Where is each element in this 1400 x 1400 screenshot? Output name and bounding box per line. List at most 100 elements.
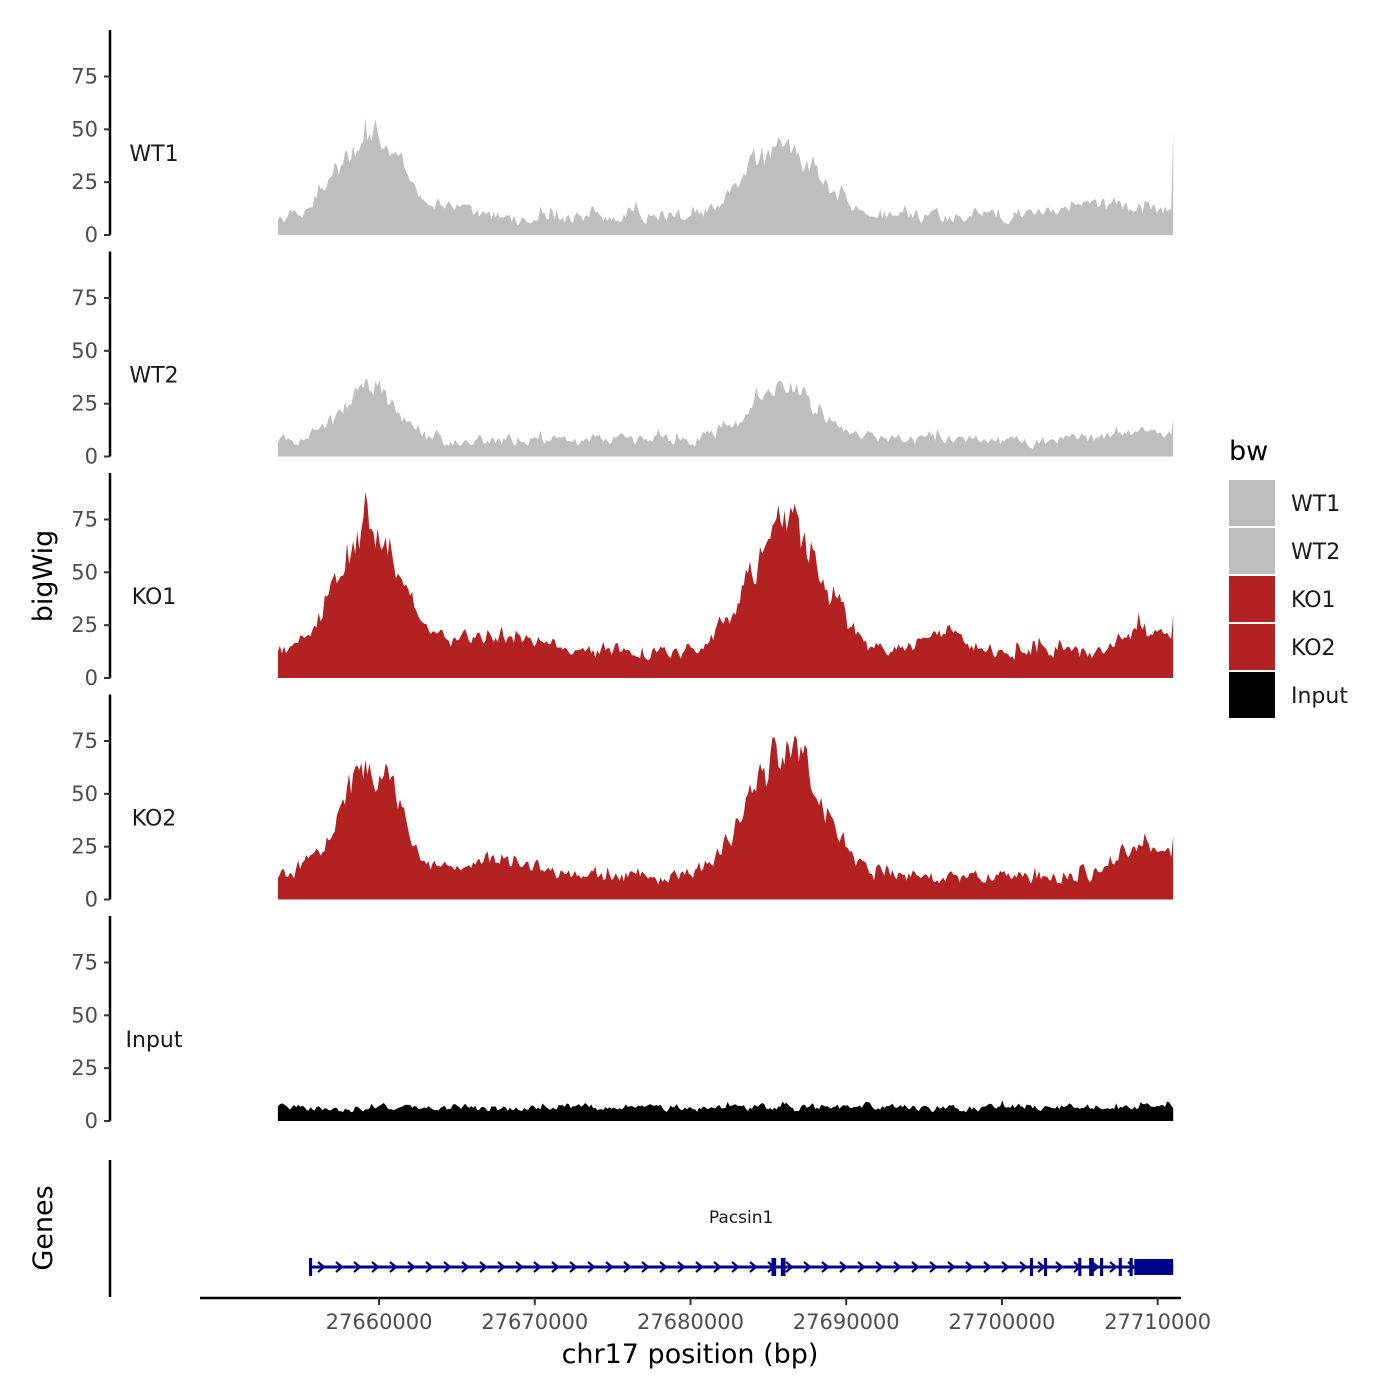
coverage-area-wt2 [277, 379, 1174, 457]
strand-arrow [407, 1261, 416, 1273]
strand-arrow [965, 1261, 974, 1273]
strand-arrow [1019, 1261, 1028, 1273]
gene-exon [1089, 1258, 1094, 1276]
y-tick-label: 75 [71, 729, 98, 753]
genes-track-title: Genes [28, 1185, 59, 1270]
y-tick-label: 50 [71, 117, 98, 141]
gene-exon [1134, 1259, 1174, 1275]
legend-key-ko2 [1229, 624, 1275, 670]
strand-arrow [1055, 1261, 1064, 1273]
strand-arrow [353, 1261, 362, 1273]
gene-exon [780, 1258, 786, 1276]
strand-arrow [929, 1261, 938, 1273]
gene-exon [1129, 1258, 1133, 1276]
y-axis-title: bigWig [28, 530, 59, 623]
gene-exon [309, 1258, 313, 1276]
gene-exon [1043, 1258, 1048, 1276]
strand-arrow [335, 1261, 344, 1273]
strand-arrow [803, 1261, 812, 1273]
track-label-wt2: WT2 [129, 364, 178, 389]
legend-key-wt2 [1229, 528, 1275, 574]
gene-exon [771, 1258, 777, 1276]
legend-key-wt1 [1229, 480, 1275, 526]
strand-arrow [1109, 1261, 1118, 1273]
y-tick-label: 75 [71, 507, 98, 531]
x-axis-title: chr17 position (bp) [562, 1339, 819, 1370]
strand-arrow [713, 1261, 722, 1273]
strand-arrow [551, 1261, 560, 1273]
legend-title: bw [1229, 436, 1268, 467]
track-label-wt1: WT1 [129, 142, 178, 167]
legend-label-ko2: KO2 [1291, 636, 1336, 661]
strand-arrow [389, 1261, 398, 1273]
x-tick-label: 27670000 [481, 1310, 588, 1334]
strand-arrow [533, 1261, 542, 1273]
strand-arrow [695, 1261, 704, 1273]
x-tick-label: 27680000 [637, 1310, 744, 1334]
legend-label-wt1: WT1 [1291, 492, 1340, 517]
x-tick-label: 27710000 [1104, 1310, 1211, 1334]
strand-arrow [857, 1261, 866, 1273]
y-tick-label: 25 [71, 613, 98, 637]
track-panel-ko2: 0 25 50 75 KO2 [71, 694, 1174, 912]
track-label-ko1: KO1 [132, 585, 177, 610]
strand-arrow [677, 1261, 686, 1273]
y-tick-label: 50 [71, 339, 98, 363]
strand-arrow [641, 1261, 650, 1273]
strand-arrow [875, 1261, 884, 1273]
genes-track: Pacsin1 [108, 1160, 1174, 1297]
strand-arrow [785, 1261, 794, 1273]
legend-key-input [1229, 672, 1275, 718]
strand-arrow [461, 1261, 470, 1273]
strand-arrow [731, 1261, 740, 1273]
track-panels: 0 25 50 75 WT1 0 25 50 75 WT2 0 25 50 75 KO1 0 25 50 75 KO2… [71, 30, 1174, 1133]
legend: bw WT1 WT2 KO1 KO2 Input [1229, 436, 1348, 718]
strand-arrow [893, 1261, 902, 1273]
strand-arrow [911, 1261, 920, 1273]
y-tick-label: 25 [71, 392, 98, 416]
gene-exon [1100, 1258, 1104, 1276]
gene-exon [1029, 1258, 1034, 1276]
strand-arrow [1091, 1261, 1100, 1273]
strand-arrow [623, 1261, 632, 1273]
strand-arrow [479, 1261, 488, 1273]
legend-label-input: Input [1291, 684, 1348, 709]
y-tick-label: 50 [71, 782, 98, 806]
gene-name-label: Pacsin1 [709, 1208, 773, 1228]
y-tick-label: 75 [71, 286, 98, 310]
y-tick-label: 0 [85, 666, 98, 690]
y-tick-label: 75 [71, 950, 98, 974]
strand-arrow [821, 1261, 830, 1273]
strand-arrow [1001, 1261, 1010, 1273]
y-tick-label: 0 [85, 1109, 98, 1133]
coverage-area-input [277, 1100, 1174, 1121]
strand-arrow [425, 1261, 434, 1273]
y-tick-label: 75 [71, 64, 98, 88]
legend-label-wt2: WT2 [1291, 540, 1340, 565]
y-tick-label: 25 [71, 1056, 98, 1080]
strand-arrow [443, 1261, 452, 1273]
coverage-area-wt1 [277, 117, 1174, 235]
strand-arrow [839, 1261, 848, 1273]
y-tick-label: 25 [71, 170, 98, 194]
strand-arrow [569, 1261, 578, 1273]
strand-arrow [515, 1261, 524, 1273]
legend-key-ko1 [1229, 576, 1275, 622]
x-tick-label: 27660000 [326, 1310, 433, 1334]
x-tick-label: 27700000 [948, 1310, 1055, 1334]
x-axis: 27660000 27670000 27680000 27690000 27700000… [200, 1296, 1211, 1334]
track-panel-ko1: 0 25 50 75 KO1 [71, 473, 1174, 690]
strand-arrow [605, 1261, 614, 1273]
track-panel-wt1: 0 25 50 75 WT1 [71, 30, 1174, 247]
gene-exon [1118, 1258, 1122, 1276]
track-panel-wt2: 0 25 50 75 WT2 [71, 251, 1174, 469]
y-tick-label: 0 [85, 888, 98, 912]
y-tick-label: 50 [71, 1003, 98, 1027]
strand-arrow [749, 1261, 758, 1273]
track-label-ko2: KO2 [132, 807, 177, 832]
track-panel-input: 0 25 50 75 Input [71, 916, 1174, 1133]
strand-arrow [371, 1261, 380, 1273]
strand-arrow [983, 1261, 992, 1273]
x-tick-label: 27690000 [793, 1310, 900, 1334]
y-tick-label: 25 [71, 835, 98, 859]
